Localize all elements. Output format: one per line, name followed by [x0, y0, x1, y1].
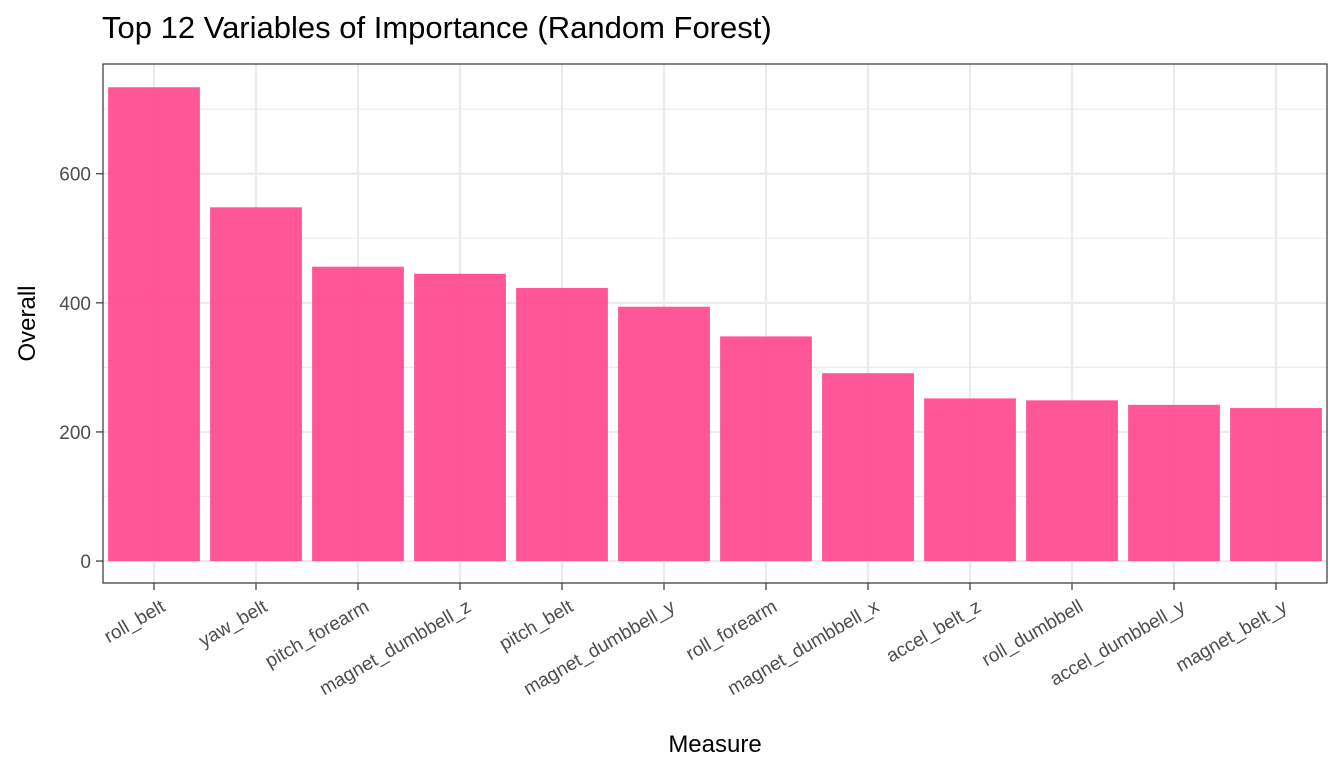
x-tick-label: roll_belt: [101, 596, 170, 648]
y-tick-label: 600: [59, 165, 91, 186]
x-tick-label: accel_belt_z: [883, 596, 985, 667]
y-tick-label: 0: [80, 552, 91, 573]
x-tick-label: roll_forearm: [683, 596, 781, 665]
bar-roll_dumbbell: [1026, 400, 1118, 562]
x-axis: roll_belt yaw_beltpitch_forearmmagnet_dum…: [101, 583, 1291, 700]
bar-pitch_belt: [516, 287, 608, 562]
bar-magnet_dumbbell_z: [414, 273, 506, 562]
x-tick-label: pitch_belt: [496, 596, 578, 655]
x-tick-label: yaw_belt: [195, 596, 271, 652]
y-tick-label: 400: [59, 294, 91, 315]
bars: [108, 87, 1322, 562]
bar-magnet_dumbbell_x: [822, 373, 914, 562]
bar-magnet_belt_y: [1230, 408, 1322, 562]
bar-roll_belt: [108, 87, 200, 562]
panel-border: [102, 63, 1328, 584]
bar-yaw_belt: [210, 207, 302, 562]
bar-accel_belt_z: [924, 398, 1016, 562]
minor-gridlines: [103, 108, 1327, 498]
x-axis-title: Measure: [668, 731, 761, 758]
bar-pitch_forearm: [312, 266, 404, 562]
y-axis-title: Overall: [14, 285, 41, 361]
x-tick-label: magnet_belt_y: [1172, 596, 1291, 677]
bar-magnet_dumbbell_y: [618, 306, 710, 562]
chart-title: Top 12 Variables of Importance (Random F…: [102, 10, 772, 45]
y-tick-label: 200: [59, 423, 91, 444]
bar-accel_dumbbell_y: [1128, 404, 1220, 562]
bar-roll_forearm: [720, 336, 812, 562]
y-axis: 0 200 400 600: [59, 165, 103, 573]
